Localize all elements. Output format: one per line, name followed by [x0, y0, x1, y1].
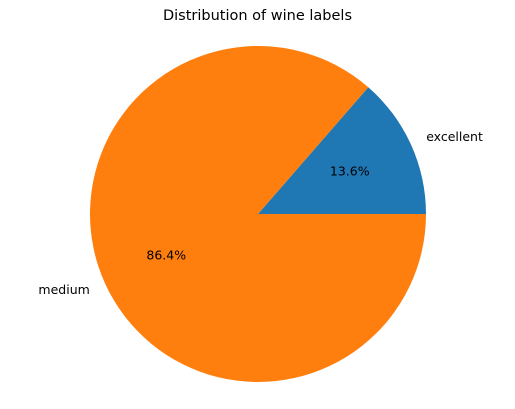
pie-slice-excellent	[258, 87, 426, 214]
slice-percent-excellent: 13.6%	[330, 164, 370, 179]
pie-slices	[90, 46, 427, 383]
pie-labels: excellent 13.6% medium 86.4%	[38, 129, 483, 297]
slice-percent-medium: 86.4%	[146, 247, 186, 262]
chart-title: Distribution of wine labels	[162, 8, 353, 24]
pie-slice-medium	[90, 46, 427, 383]
slice-label-medium: medium	[38, 282, 89, 297]
slice-label-excellent: excellent	[426, 129, 483, 144]
